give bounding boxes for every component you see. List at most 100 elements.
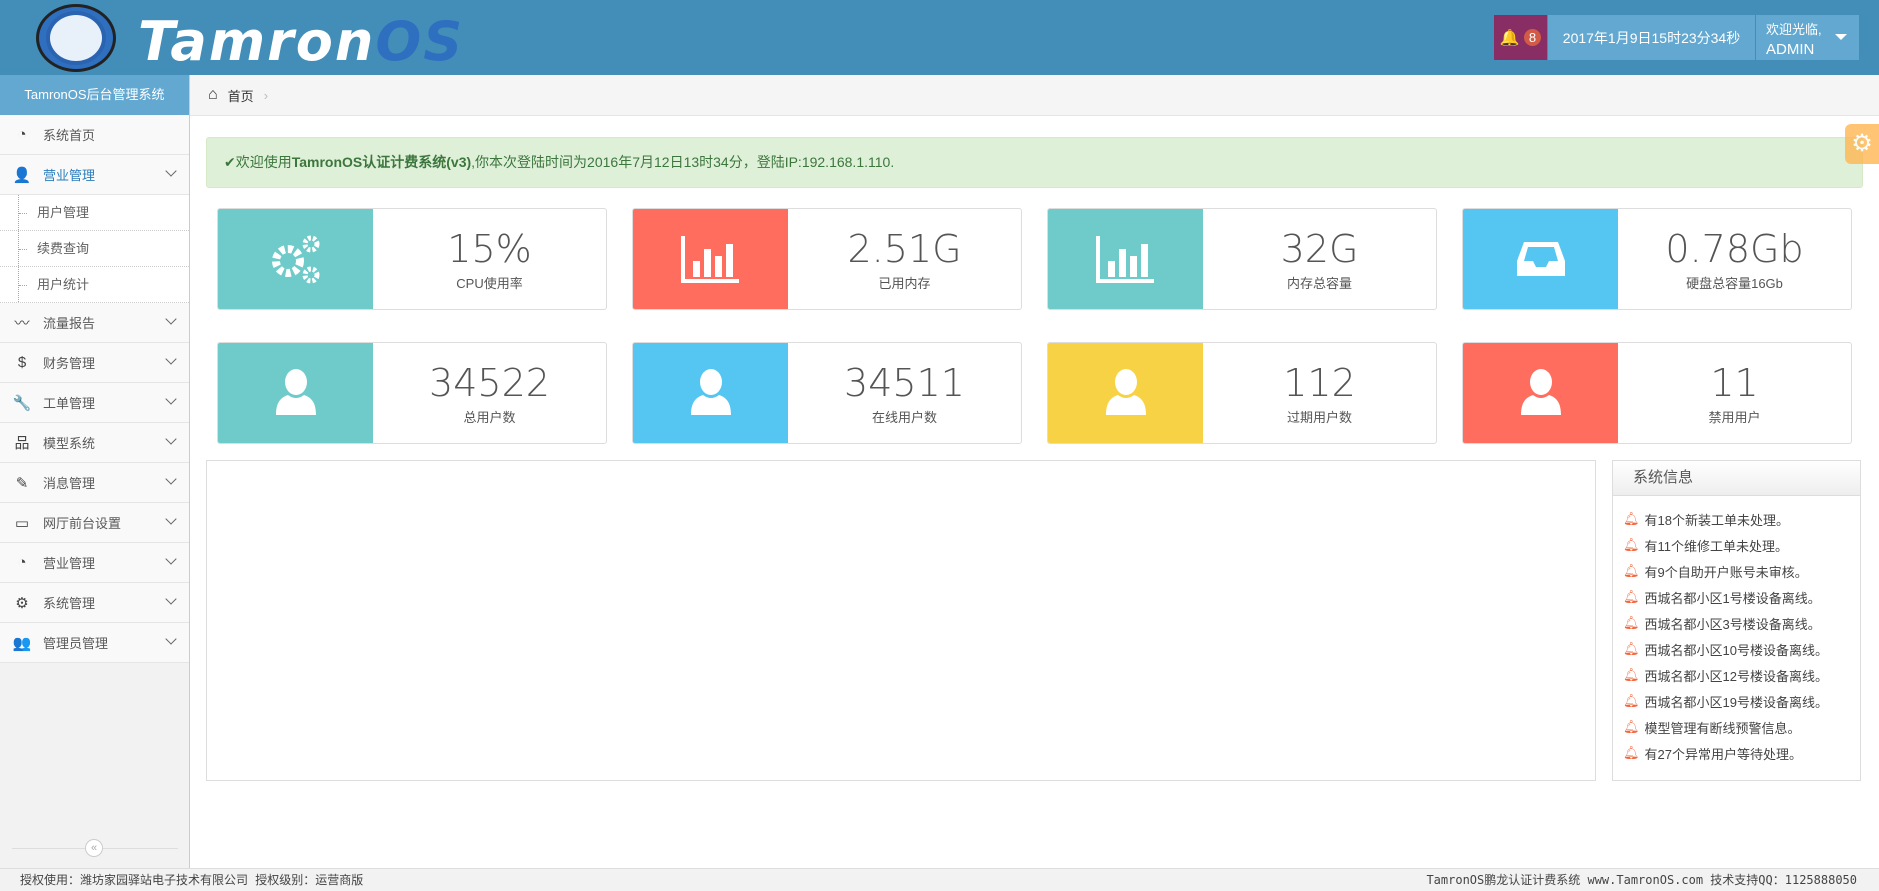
sidebar-item-label: 系统管理	[43, 596, 96, 611]
bell-icon: 🔔︎	[1623, 511, 1640, 526]
user-icon	[218, 343, 373, 443]
sidebar-item[interactable]: 👥 管理员管理	[0, 623, 189, 663]
info-item: 🔔︎ 西城名都小区10号楼设备离线。	[1623, 636, 1860, 662]
info-item: 🔔︎ 西城名都小区19号楼设备离线。	[1623, 688, 1860, 714]
bell-icon: 🔔︎	[1623, 589, 1640, 604]
info-item: 🔔︎ 有11个维修工单未处理。	[1623, 532, 1860, 558]
info-text: 有27个异常用户等待处理。	[1644, 746, 1802, 762]
info-text: 西城名都小区3号楼设备离线。	[1644, 616, 1821, 632]
chevron-down-icon	[165, 165, 177, 177]
chevron-down-icon	[165, 593, 177, 605]
info-item: 🔔︎ 有9个自助开户账号未审核。	[1623, 558, 1860, 584]
sitemap-icon: 品	[14, 435, 30, 452]
home-icon[interactable]: ⌂	[208, 86, 218, 103]
username: ADMIN	[1766, 41, 1815, 58]
sidebar-item[interactable]: 🔧 工单管理	[0, 383, 189, 423]
info-text: 模型管理有断线预警信息。	[1644, 720, 1801, 736]
chevron-right-icon: ›	[263, 87, 269, 103]
notification-count: 8	[1523, 29, 1542, 46]
stat-label: 内存总容量	[1286, 276, 1352, 291]
chevron-down-icon	[165, 633, 177, 645]
stat-card: 0.78Gb 硬盘总容量16Gb	[1462, 208, 1852, 310]
stat-card: 32G 内存总容量	[1047, 208, 1437, 310]
info-item: 🔔︎ 有18个新装工单未处理。	[1623, 506, 1860, 532]
bell-icon: 🔔︎	[1623, 667, 1640, 682]
sidebar-item-label: 管理员管理	[43, 636, 109, 651]
user-icon: 👤	[12, 166, 32, 184]
notifications-button[interactable]: 🔔 8	[1494, 15, 1547, 60]
stat-label: 总用户数	[463, 410, 516, 425]
bell-icon: 🔔︎	[1623, 615, 1640, 630]
sidebar-subitem[interactable]: 用户管理	[0, 195, 189, 231]
sidebar-subitem[interactable]: 用户统计	[0, 267, 189, 303]
sidebar-item-label: 网厅前台设置	[43, 516, 122, 531]
stat-label: CPU使用率	[456, 276, 523, 291]
sidebar-item[interactable]: ▭ 网厅前台设置	[0, 503, 189, 543]
stat-value: 11	[1710, 361, 1759, 405]
sidebar-item[interactable]: 〰流量报告	[0, 303, 189, 343]
sidebar-item[interactable]: $ 财务管理	[0, 343, 189, 383]
stat-value: 0.78Gb	[1665, 227, 1804, 271]
stat-value: 34511	[844, 361, 965, 405]
gears-icon	[218, 209, 373, 309]
sidebar-item-label: 营业管理	[43, 168, 96, 183]
sidebar-title: TamronOS后台管理系统	[0, 75, 189, 115]
top-header: TamronOS 🔔 8 2017年1月9日15时23分34秒 欢迎光临, AD…	[0, 0, 1879, 75]
sidebar-item[interactable]: ⚙ 系统管理	[0, 583, 189, 623]
info-item: 🔔︎ 西城名都小区3号楼设备离线。	[1623, 610, 1860, 636]
info-text: 有11个维修工单未处理。	[1644, 538, 1789, 554]
bar-chart-icon	[633, 209, 788, 309]
sidebar-item-label: 系统首页	[43, 128, 96, 143]
sidebar-item[interactable]: ◔ 营业管理	[0, 543, 189, 583]
stat-label: 过期用户数	[1286, 410, 1352, 425]
stat-card: 34511 在线用户数	[632, 342, 1022, 444]
stat-card: 11 禁用用户	[1462, 342, 1852, 444]
sidebar-subitem[interactable]: 续费查询	[0, 231, 189, 267]
desktop-icon: ▭	[14, 514, 30, 532]
sidebar-item[interactable]: ✎ 消息管理	[0, 463, 189, 503]
gears-icon: ⚙	[15, 594, 29, 612]
users-icon: 👥	[12, 634, 32, 652]
wrench-icon: 🔧	[12, 394, 32, 412]
bell-icon: 🔔︎	[1623, 563, 1640, 578]
info-text: 西城名都小区10号楼设备离线。	[1644, 642, 1828, 658]
welcome-text: 欢迎光临,	[1766, 22, 1822, 37]
license-info: 授权使用：潍坊家园驿站电子技术有限公司 授权级别：运营商版	[20, 873, 364, 887]
info-item: 🔔︎ 西城名都小区1号楼设备离线。	[1623, 584, 1860, 610]
info-item: 🔔︎ 模型管理有断线预警信息。	[1623, 714, 1860, 740]
info-text: 有9个自助开户账号未审核。	[1644, 564, 1808, 580]
chevron-down-icon	[165, 393, 177, 405]
chevron-down-icon	[165, 473, 177, 485]
caret-down-icon	[1835, 34, 1847, 40]
stat-value: 2.51G	[847, 227, 962, 271]
sidebar-item[interactable]: 品模型系统	[0, 423, 189, 463]
bell-icon: 🔔︎	[1623, 719, 1640, 734]
support-info: TamronOS鹏龙认证计费系统 www.TamronOS.com 技术支持QQ…	[1426, 873, 1857, 887]
chevron-down-icon	[165, 433, 177, 445]
sidebar-collapse-button[interactable]: «	[0, 838, 190, 858]
stat-label: 在线用户数	[871, 410, 937, 425]
breadcrumb: ⌂ 首页 ›	[190, 75, 1879, 116]
settings-gear-button[interactable]: ⚙	[1845, 124, 1879, 164]
inbox-icon	[1463, 209, 1618, 309]
dashboard-icon: ◔	[17, 126, 27, 143]
user-menu[interactable]: 欢迎光临, ADMIN	[1756, 15, 1859, 60]
info-text: 有18个新装工单未处理。	[1644, 512, 1789, 528]
chevron-down-icon	[165, 553, 177, 565]
info-item: 🔔︎ 西城名都小区12号楼设备离线。	[1623, 662, 1860, 688]
breadcrumb-home[interactable]: 首页	[227, 88, 254, 104]
sidebar-item[interactable]: ◔ 系统首页	[0, 115, 189, 155]
bell-icon: 🔔︎	[1623, 693, 1640, 708]
sidebar-item[interactable]: 👤 营业管理	[0, 155, 189, 195]
stat-value: 34522	[429, 361, 550, 405]
stat-label: 硬盘总容量16Gb	[1686, 276, 1783, 291]
sidebar-item-label: 财务管理	[43, 356, 96, 371]
stat-card: 34522 总用户数	[217, 342, 607, 444]
chevron-down-icon	[165, 513, 177, 525]
edit-icon: ✎	[15, 474, 29, 492]
rss-icon: 〰	[14, 315, 30, 332]
user-icon	[633, 343, 788, 443]
info-text: 西城名都小区19号楼设备离线。	[1644, 694, 1828, 710]
stat-value: 32G	[1280, 227, 1359, 271]
user-icon	[1463, 343, 1618, 443]
